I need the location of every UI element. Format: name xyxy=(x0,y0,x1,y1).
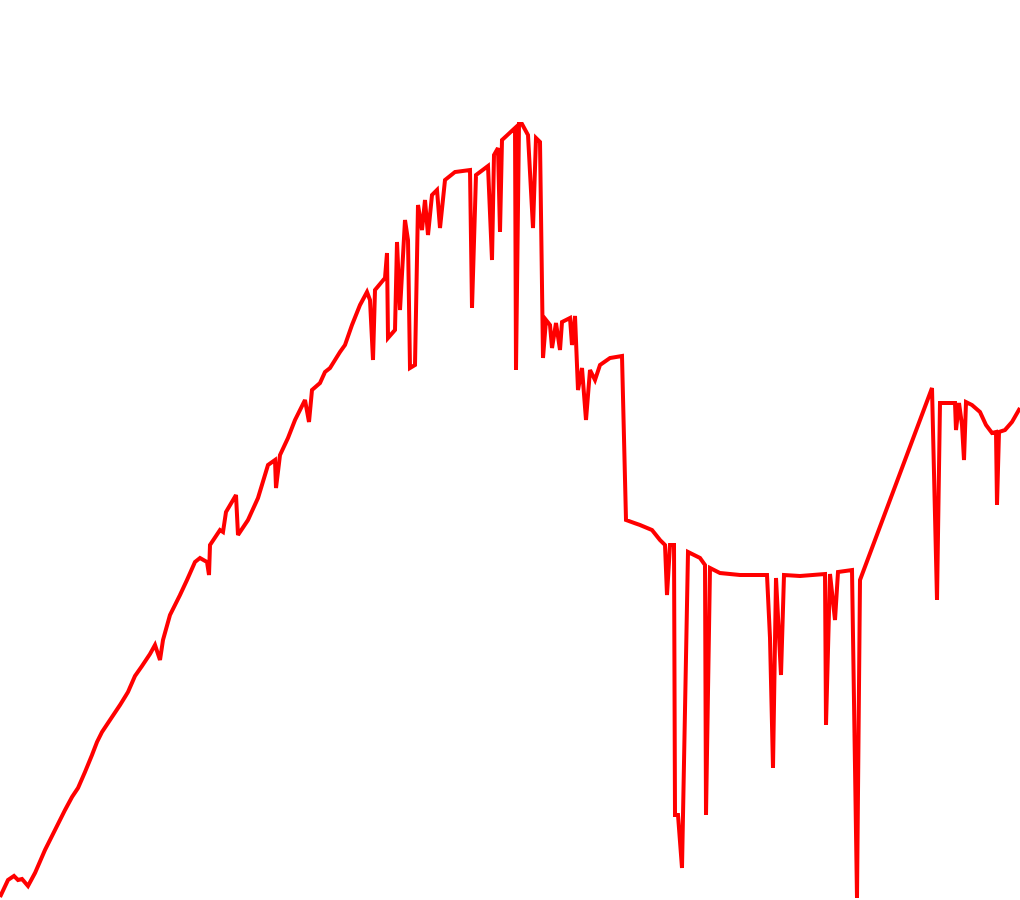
line-series xyxy=(0,122,1020,899)
